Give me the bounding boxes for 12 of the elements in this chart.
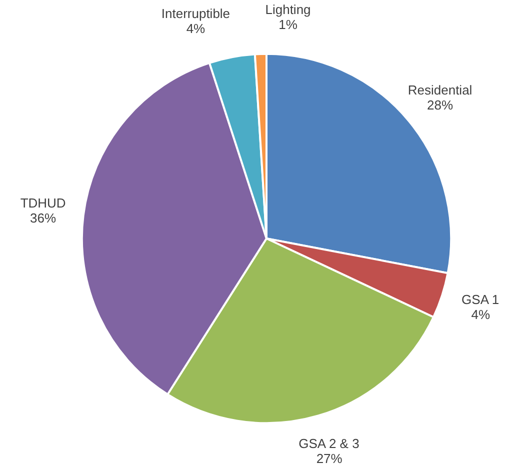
slice-label: GSA 1 — [462, 292, 500, 307]
slice-label: Interruptible — [161, 6, 230, 21]
slice-label: Lighting — [265, 2, 311, 18]
data-label: 28% — [427, 97, 454, 112]
data-label: 1% — [278, 17, 298, 32]
data-label: 36% — [30, 210, 57, 226]
data-label: 27% — [316, 451, 343, 466]
slice-label: TDHUD — [20, 196, 66, 211]
slice-label: Residential — [408, 82, 472, 98]
data-label: 4% — [186, 20, 206, 36]
data-label: 4% — [471, 306, 491, 322]
slice-label: GSA 2 & 3 — [298, 436, 360, 452]
